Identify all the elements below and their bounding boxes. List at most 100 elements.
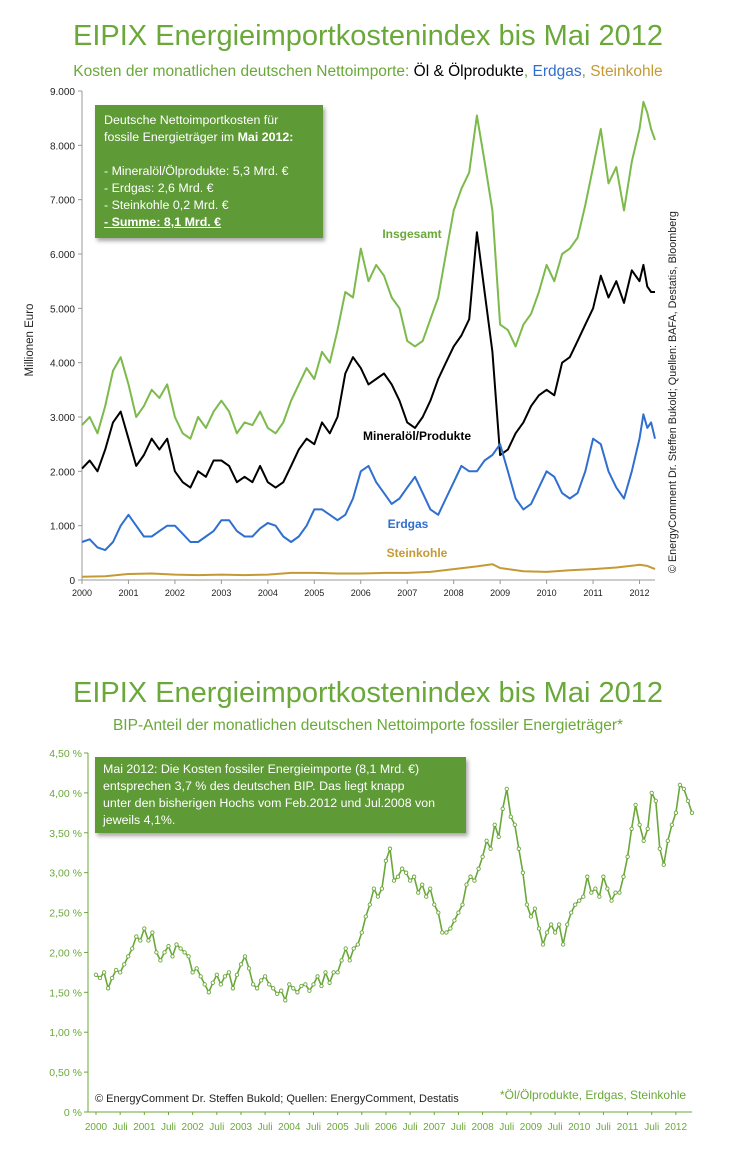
chart2-point xyxy=(436,910,441,915)
chart2-point xyxy=(573,902,578,907)
chart2-point xyxy=(130,946,135,951)
chart2-point xyxy=(258,978,264,983)
chart2-point xyxy=(291,986,296,991)
chart2-point xyxy=(142,926,147,931)
chart2-point xyxy=(238,962,244,967)
chart1-ytick-label: 0 xyxy=(69,576,75,587)
chart1-xtick-label: 2008 xyxy=(444,588,464,598)
chart2-point xyxy=(403,870,409,875)
chart2-xtick-label: 2007 xyxy=(423,1122,446,1133)
chart2-point xyxy=(452,918,457,923)
chart1-subtitle-erdgas: Erdgas xyxy=(532,63,582,80)
chart2-source: © EnergyComment Dr. Steffen Bukold; Quel… xyxy=(95,1093,459,1105)
chart2-point xyxy=(428,886,433,891)
chart1-ytick-label: 2.000 xyxy=(50,467,75,478)
chart2-ytick-label: 2,50 % xyxy=(49,908,82,920)
chart2-point xyxy=(617,890,622,895)
chart2-point xyxy=(250,982,256,987)
chart2-point xyxy=(456,910,461,915)
chart2-point xyxy=(589,890,594,895)
chart2-xtick-label: Juli xyxy=(644,1122,659,1133)
chart2-point xyxy=(154,950,159,955)
chart2-point xyxy=(126,954,131,959)
chart1-subtitle-comma1: , xyxy=(523,63,529,80)
chart2-point xyxy=(548,922,554,927)
chart2-point xyxy=(339,958,344,963)
chart1-subtitle: Kosten der monatlichen deutschen Nettoim… xyxy=(0,63,736,81)
chart1-infobox-item1: - Mineralöl/Ölprodukte: 5,3 Mrd. € xyxy=(104,164,289,178)
chart2-point xyxy=(464,882,469,887)
chart2-point xyxy=(101,970,107,975)
chart2-point xyxy=(315,974,320,979)
chart1-series-oel xyxy=(81,231,655,489)
chart1-ytick-label: 1.000 xyxy=(50,522,75,533)
chart1-subtitle-oel: Öl & Ölprodukte xyxy=(413,63,524,80)
chart2-footnote: *Öl/Ölprodukte, Erdgas, Steinkohle xyxy=(500,1088,687,1102)
chart2-point xyxy=(97,975,103,981)
chart2-xtick-label: 2002 xyxy=(182,1122,205,1133)
chart2-point xyxy=(621,874,626,879)
chart2-point xyxy=(528,914,534,919)
chart1-title: EIPIX Energieimportkostenindex bis Mai 2… xyxy=(73,20,663,52)
chart2-point xyxy=(544,930,550,935)
chart2-xtick-label: Juli xyxy=(451,1122,466,1133)
chart2-point xyxy=(311,982,316,987)
chart2-point xyxy=(472,878,477,883)
chart2-point xyxy=(476,866,481,871)
chart2-point xyxy=(323,970,328,975)
chart2-point xyxy=(577,898,582,903)
chart2-xtick-label: Juli xyxy=(209,1122,224,1133)
chart1-xtick-label: 2012 xyxy=(629,588,649,598)
chart2-point xyxy=(295,990,300,995)
chart1-ytick-label: 3.000 xyxy=(50,413,75,424)
chart2-point xyxy=(279,988,284,993)
chart2-point xyxy=(387,846,393,851)
chart2-point xyxy=(118,970,123,975)
chart2-point xyxy=(569,910,574,915)
chart2-infobox-line4: jeweils 4,1%. xyxy=(103,813,176,827)
chart2-ytick-label: 1,50 % xyxy=(49,987,82,999)
chart1-xtick-label: 2006 xyxy=(351,588,371,598)
chart2-xtick-label: 2011 xyxy=(617,1122,639,1133)
chart2-point xyxy=(178,946,183,951)
chart2-point xyxy=(653,798,658,804)
chart2-point xyxy=(170,954,175,959)
chart2-infobox-line3: unter den bisherigen Hochs vom Feb.2012 … xyxy=(103,796,436,810)
chart2-point xyxy=(399,866,405,871)
chart2-point xyxy=(432,902,437,907)
chart2-point xyxy=(391,878,397,883)
chart1-series-insgesamt xyxy=(81,100,656,440)
chart2-point xyxy=(198,974,203,979)
chart2-point xyxy=(319,983,324,989)
chart2-point xyxy=(411,874,417,879)
chart2-point xyxy=(134,934,139,939)
chart2-point xyxy=(158,958,163,963)
chart2-point xyxy=(532,906,538,911)
chart2-point xyxy=(343,946,348,951)
chart2-point xyxy=(138,938,143,943)
chart2-point xyxy=(484,838,489,843)
chart2-xtick-label: 2000 xyxy=(85,1122,108,1133)
chart2-point xyxy=(420,882,425,887)
chart2-infobox: Mai 2012: Die Kosten fossiler Energieimp… xyxy=(95,757,466,833)
chart2-point xyxy=(407,878,413,883)
chart2-point xyxy=(262,974,268,979)
chart2-point xyxy=(186,954,191,959)
chart2-point xyxy=(609,898,614,903)
chart2-point xyxy=(665,838,670,843)
chart1-xtick-label: 2007 xyxy=(397,588,417,598)
chart2-point xyxy=(146,938,151,943)
chart2-point xyxy=(637,822,642,827)
chart2-point xyxy=(460,902,465,907)
chart2-point xyxy=(150,930,155,935)
chart2-xtick-label: 2004 xyxy=(278,1122,301,1133)
chart2-point xyxy=(677,782,683,788)
chart2-xtick-label: Juli xyxy=(596,1122,611,1133)
chart2-xtick-label: 2006 xyxy=(375,1122,398,1133)
chart2-point xyxy=(444,930,449,935)
chart1-infobox-line1: Deutsche Nettoimportkosten für xyxy=(104,113,279,127)
chart2-point xyxy=(359,930,364,935)
chart2-point xyxy=(480,854,485,859)
chart2-point xyxy=(242,954,248,959)
